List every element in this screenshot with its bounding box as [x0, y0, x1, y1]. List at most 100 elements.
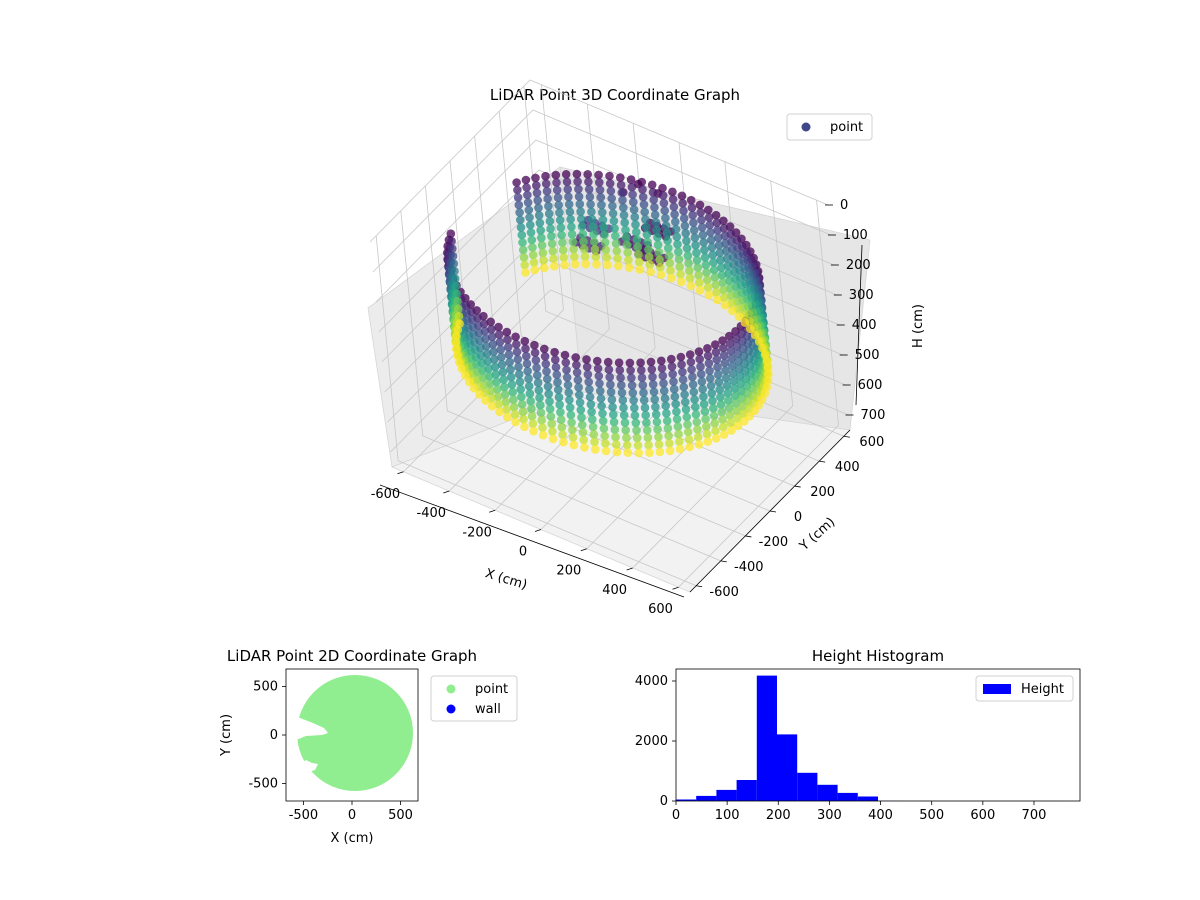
plot3d-point	[566, 410, 576, 420]
plot3d-point	[582, 362, 592, 372]
plot3d-point	[714, 240, 724, 250]
plot3d-point	[690, 395, 699, 404]
plot3d-point	[727, 354, 736, 363]
plot3d-point	[608, 402, 617, 412]
plot3d-grid-line	[632, 180, 794, 569]
plot3d-point	[601, 245, 611, 255]
plot3d-z-ticks: 0 100 200 300 400 500 600 700	[825, 198, 885, 423]
plot3d-point	[548, 434, 558, 444]
plot3d-point	[610, 224, 619, 233]
plot3d-x-tick	[489, 509, 496, 513]
plot3d-point	[661, 401, 670, 411]
plot3d-point	[696, 208, 705, 217]
plot3d-point	[644, 245, 653, 254]
plot3d-point	[564, 200, 574, 209]
plot3d-point	[622, 440, 632, 450]
plot3d-point	[528, 419, 538, 429]
plot3d-point	[453, 296, 462, 306]
plot3d-x-tick	[626, 567, 633, 571]
plot3d-point	[521, 344, 530, 354]
plot3d-point	[740, 318, 750, 327]
plot3d-point	[564, 388, 573, 397]
plot3d-point	[633, 242, 642, 252]
plot3d-point	[598, 409, 607, 418]
plot3d-point	[620, 218, 629, 227]
plot3d-point	[517, 392, 526, 402]
plot3d-point	[719, 351, 729, 360]
plot2d-x-tick-label: 0	[348, 808, 356, 823]
plot3d-point	[575, 390, 584, 400]
plot3d-point	[560, 260, 569, 270]
plot3d-point	[648, 188, 658, 197]
plot3d-point	[697, 215, 706, 225]
histogram-frame	[675, 668, 1081, 802]
plot3d-point	[516, 223, 526, 232]
plot2d-point-disk	[297, 675, 413, 791]
plot3d-point	[496, 345, 506, 354]
plot3d-point	[709, 404, 718, 413]
plot3d-point	[585, 392, 595, 402]
plot3d-point	[596, 386, 605, 396]
plot3d-point	[612, 440, 621, 449]
plot3d-point	[716, 255, 725, 265]
plot3d-point	[577, 222, 587, 231]
plot3d-point	[518, 238, 527, 247]
plot3d-point	[543, 194, 552, 203]
plot3d-point	[581, 259, 590, 269]
plot3d-point	[658, 371, 668, 381]
plot3d-point	[711, 434, 721, 443]
plot3d-point	[543, 382, 553, 391]
plot3d-point	[563, 380, 573, 390]
plot3d-point	[619, 203, 628, 212]
plot3d-point	[667, 354, 676, 364]
plot3d-point	[680, 221, 690, 231]
plot3d-x-label: X (cm)	[483, 566, 529, 593]
plot3d-point	[573, 177, 582, 186]
plot3d-point	[687, 365, 696, 374]
plot3d-point	[547, 419, 556, 429]
histogram-x-tick-label: 600	[970, 808, 995, 823]
plot3d-point	[622, 240, 632, 250]
plot3d-point	[509, 402, 519, 412]
plot3d-point	[569, 440, 579, 450]
plot3d-point	[574, 383, 583, 392]
plot3d-point	[637, 177, 647, 187]
plot3d-point	[519, 415, 528, 424]
histogram-y-tick-label: 0	[660, 794, 668, 809]
plot3d-point	[699, 392, 708, 401]
plot3d-point	[449, 259, 459, 269]
plot3d-legend-label: point	[830, 120, 863, 135]
plot3d-point	[691, 240, 700, 250]
plot3d-point	[572, 169, 582, 179]
plot3d-grid-line	[375, 235, 697, 587]
plot3d-point	[582, 355, 591, 364]
plot3d-point	[601, 439, 610, 448]
plot3d-x-tick	[534, 529, 542, 532]
plot3d-point	[561, 358, 571, 367]
plot3d-point	[702, 268, 711, 277]
plot3d-point	[546, 412, 556, 421]
plot3d-point	[531, 173, 540, 183]
plot3d-point	[651, 410, 661, 419]
plot3d-point	[487, 332, 497, 342]
plot3d-point	[650, 203, 659, 212]
plot3d-point	[503, 335, 512, 344]
plot3d-point	[674, 254, 684, 264]
histogram-bar	[716, 789, 737, 801]
plot3d-z-tick-label: 300	[849, 288, 874, 303]
plot3d-point	[704, 205, 713, 215]
plot3d-point	[544, 209, 554, 218]
plot3d-point	[685, 442, 694, 452]
plot3d-point	[492, 377, 501, 387]
histogram-x-tick-label: 500	[919, 808, 944, 823]
plot3d-x-tick-label: 0	[519, 545, 527, 560]
plot3d-point	[522, 351, 531, 361]
plot3d-point	[500, 382, 509, 392]
plot3d-point	[627, 381, 637, 390]
plot3d-point	[487, 401, 497, 411]
plot3d-point	[627, 373, 636, 383]
plot3d-point	[671, 225, 681, 234]
plot3d-point	[642, 425, 652, 435]
plot3d-point	[541, 171, 550, 181]
